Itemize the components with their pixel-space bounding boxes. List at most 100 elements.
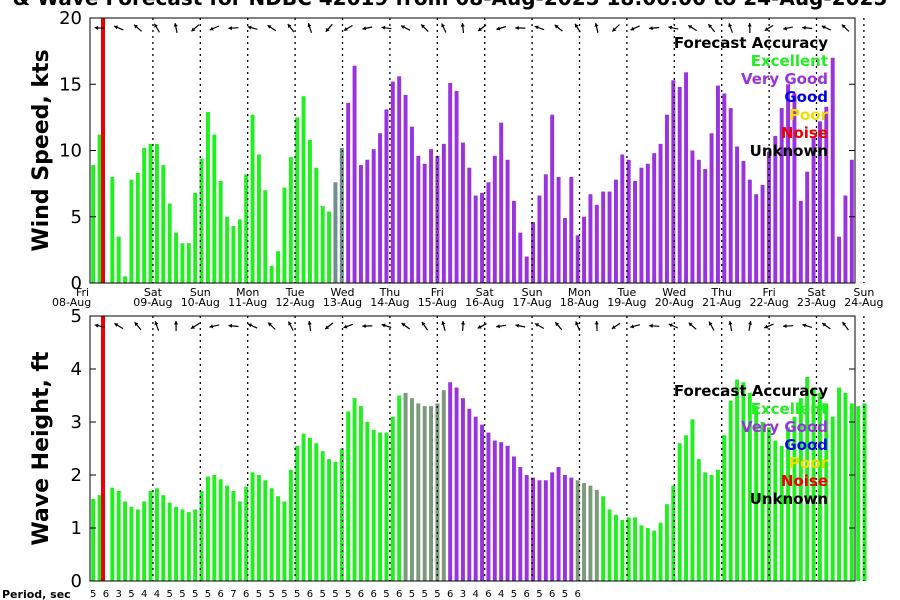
wave-bar [263, 480, 268, 581]
wind-bar [505, 159, 510, 283]
day-date: 21-Aug [702, 296, 741, 309]
wave-bar [320, 451, 325, 581]
legend-item: Noise [781, 124, 828, 142]
direction-arrowhead [114, 323, 119, 327]
direction-arrowhead [688, 322, 693, 327]
wind-bar [722, 93, 727, 284]
wave-bar [91, 498, 96, 581]
period-value: 6 [307, 589, 313, 600]
wind-bar [409, 126, 414, 284]
day-date: 18-Aug [560, 296, 599, 309]
direction-arrowhead [478, 27, 482, 31]
wind-bar [556, 177, 561, 283]
wave-bar [244, 486, 249, 581]
wave-bar [735, 379, 740, 581]
wind-bar [174, 232, 179, 283]
period-value: 5 [256, 589, 262, 600]
wind-bar [830, 57, 835, 283]
period-value: 5 [167, 589, 173, 600]
wave-bar [747, 392, 752, 581]
direction-arrowhead [441, 23, 445, 28]
day-name: Wed [662, 286, 686, 299]
wind-bar [282, 187, 287, 283]
wave-bar [256, 475, 261, 581]
period-value: 5 [332, 589, 338, 600]
wind-bar [346, 102, 351, 283]
wind-bar [626, 159, 631, 283]
day-name: Tue [617, 286, 637, 299]
direction-arrowhead [594, 23, 599, 27]
period-value: 5 [269, 589, 275, 600]
wind-bar [129, 179, 134, 283]
direction-arrowhead [764, 324, 769, 329]
direction-arrowhead [822, 323, 827, 327]
direction-arrowhead [748, 321, 753, 325]
wind-bar [837, 236, 842, 284]
wave-bar [205, 476, 210, 581]
wave-bar [664, 504, 669, 581]
direction-arrowhead [228, 323, 233, 328]
wind-bar [511, 200, 516, 283]
wave-bar [671, 485, 676, 581]
direction-arrowhead [688, 25, 693, 29]
direction-arrowhead [421, 24, 426, 29]
direction-arrowhead [728, 321, 733, 325]
wave-bar [798, 398, 803, 581]
wind-bar [779, 108, 784, 283]
wave-bar [518, 467, 523, 581]
wind-bar [441, 143, 446, 284]
period-value: 4 [154, 589, 160, 600]
direction-arrowhead [575, 23, 579, 28]
wind-bar [798, 200, 803, 283]
legend-item: Excellent [751, 52, 828, 70]
wave-bar [288, 469, 293, 581]
wind-bar [365, 159, 370, 283]
direction-arrowhead [783, 26, 787, 31]
direction-arrowhead [191, 27, 196, 32]
direction-arrowhead [174, 321, 179, 325]
period-value: 4 [498, 589, 504, 600]
wind-bar [422, 163, 427, 283]
wind-bar [811, 137, 816, 283]
plot-frame [89, 17, 856, 284]
y-tick-label: 0 [71, 571, 82, 592]
legend-item: Poor [789, 454, 829, 472]
day-name: Sun [522, 286, 543, 299]
direction-arrowhead [307, 321, 312, 325]
direction-arrowhead [821, 25, 826, 30]
wind-bar [91, 165, 96, 283]
day-date: 23-Aug [797, 296, 836, 309]
wave-bar [352, 398, 357, 581]
direction-arrowhead [668, 323, 673, 328]
wind-bar [728, 108, 733, 283]
wind-bar [582, 216, 587, 283]
legend-item: Very Good [741, 70, 828, 88]
wind-bar [569, 177, 574, 283]
wave-bar [728, 400, 733, 581]
direction-arrowhead [554, 24, 559, 29]
wind-bar [531, 222, 536, 283]
wave-bar [849, 403, 854, 581]
direction-arrowhead [841, 24, 846, 29]
y-tick-label: 2 [71, 465, 82, 486]
wave-bar [193, 509, 198, 581]
direction-arrowhead [461, 321, 466, 325]
day-name: Sat [807, 286, 826, 299]
direction-arrowhead [515, 25, 519, 30]
direction-arrowhead [94, 25, 99, 30]
direction-arrowhead [630, 324, 635, 329]
wave-bar [199, 490, 204, 581]
day-date: 12-Aug [275, 296, 314, 309]
day-date: 15-Aug [418, 296, 457, 309]
direction-arrowhead [747, 23, 752, 27]
direction-arrowhead [362, 324, 366, 329]
wind-bar [212, 134, 217, 283]
wave-bar [754, 406, 759, 581]
wind-bar [276, 251, 281, 283]
wind-bar [849, 159, 854, 283]
wave-bar [499, 442, 504, 581]
direction-arrowhead [612, 27, 617, 32]
day-date: 13-Aug [323, 296, 362, 309]
wind-bar [269, 265, 274, 283]
wind-bar [460, 142, 465, 283]
